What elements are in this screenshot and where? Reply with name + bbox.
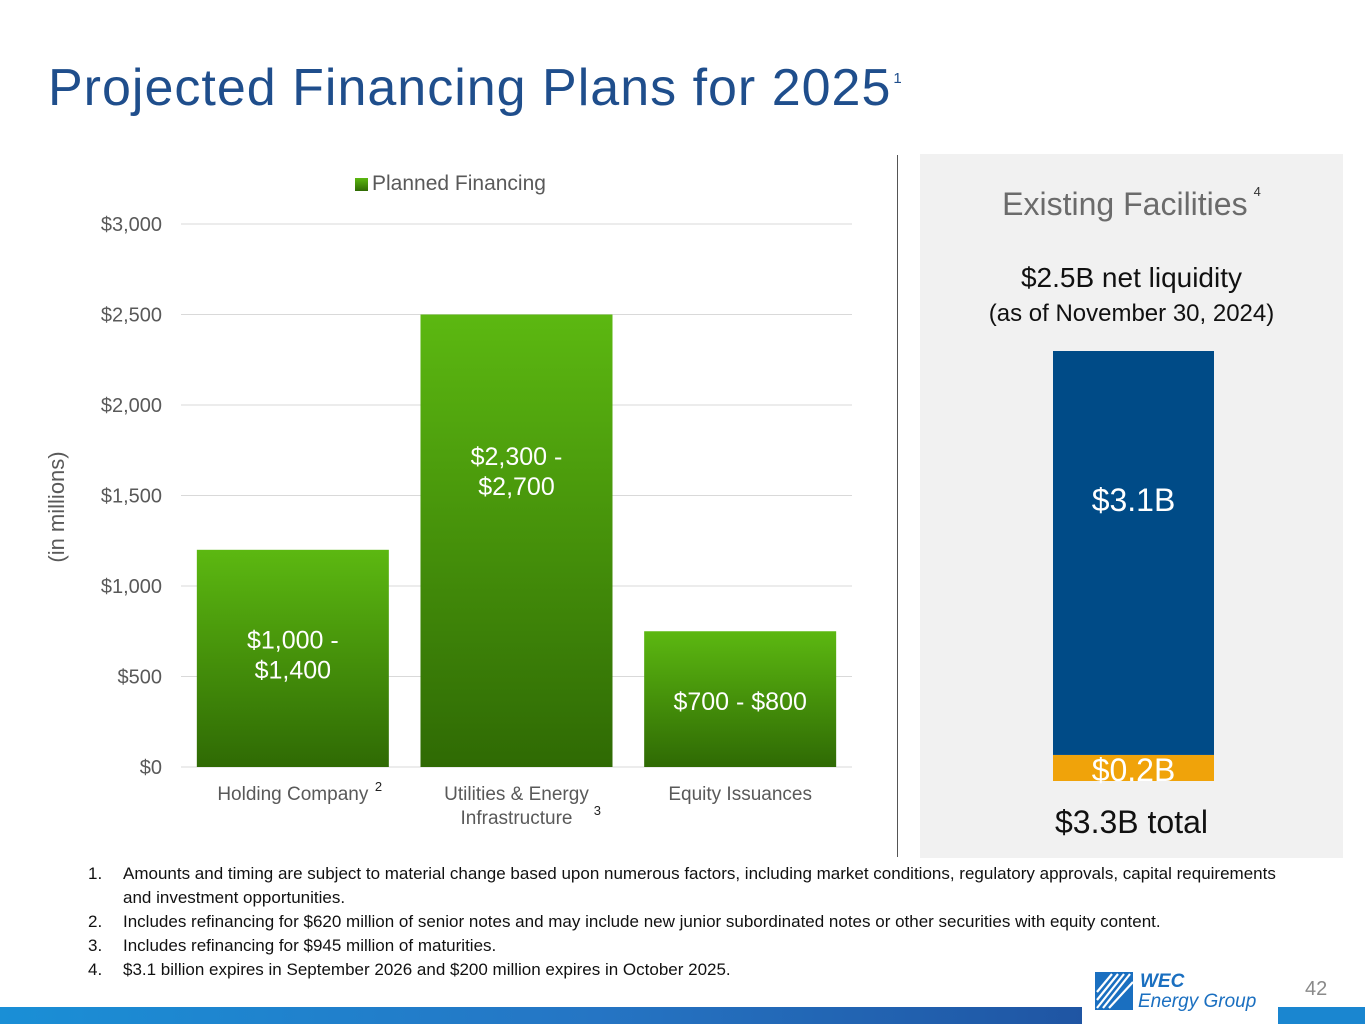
data-label: $1,400 [255, 656, 331, 684]
footnote-text: $3.1 billion expires in September 2026 a… [123, 960, 731, 979]
data-label: $1,000 - [247, 626, 339, 654]
net-liquidity-text: $2.5B net liquidity [1020, 262, 1243, 293]
existing-facilities-chart: $0.2B $3.1B [1053, 351, 1214, 784]
y-axis-label: (in millions) [44, 451, 69, 562]
data-label: $2,300 - [471, 443, 563, 471]
wec-logo-icon [1095, 972, 1134, 1010]
panel-title-text: Existing Facilities [1002, 186, 1248, 222]
bar [196, 549, 389, 767]
data-label: $2,700 [478, 473, 554, 501]
footnote-3: 3. Includes refinancing for $945 million … [88, 934, 1278, 958]
x-tick-footnote-ref: 3 [594, 803, 601, 818]
footer-bar [0, 1007, 1082, 1024]
logo-line-2: Energy Group [1138, 991, 1257, 1012]
stacked-segment [1053, 351, 1214, 755]
y-tick-label: $1,000 [101, 576, 162, 598]
footnote-text: Includes refinancing for $945 million of… [123, 936, 497, 955]
vertical-divider [897, 155, 898, 857]
stacked-segment [1053, 754, 1214, 781]
y-tick-label: $2,500 [101, 305, 162, 327]
x-tick-label: Infrastructure [461, 808, 573, 829]
page-number: 42 [1305, 978, 1328, 1000]
page-title: Projected Financing Plans for 2025 1 [48, 58, 903, 118]
footnote-2: 2. Includes refinancing for $620 million … [88, 910, 1278, 934]
footnote-text: Amounts and timing are subject to materi… [123, 864, 1276, 907]
x-tick-label: Utilities & Energy [444, 784, 589, 805]
panel-title: Existing Facilities 4 [920, 184, 1343, 223]
footer-bar-right [1278, 1007, 1365, 1024]
y-tick-label: $500 [118, 667, 163, 689]
existing-facilities-panel: Existing Facilities 4 $2.5B net liquidity… [920, 154, 1343, 858]
y-tick-label: $0 [140, 757, 162, 779]
data-label: $700 - $800 [673, 688, 806, 716]
segment-label: $0.2B [1092, 752, 1176, 784]
x-tick-label: Equity Issuances [668, 784, 812, 805]
logo-line-1: WEC [1140, 971, 1185, 992]
segment-label: $3.1B [1092, 482, 1176, 518]
y-tick-label: $2,000 [101, 395, 162, 417]
footnotes: 1. Amounts and timing are subject to mate… [88, 862, 1278, 982]
footnote-number: 1. [88, 864, 103, 883]
footnote-text: Includes refinancing for $620 million of… [123, 912, 1161, 931]
bar [644, 631, 837, 767]
facilities-total: $3.3B total [1055, 804, 1208, 840]
footnote-number: 2. [88, 912, 103, 931]
planned-financing-chart: $0 $500 $1,000 $1,500 $2,000 $2,500 $3,000 (in … [44, 172, 852, 829]
liquidity-date-text: (as of November 30, 2024) [988, 300, 1275, 327]
legend-label: Planned Financing [372, 172, 546, 195]
y-tick-label: $3,000 [101, 214, 162, 236]
x-tick-label: Holding Company [217, 784, 369, 805]
bar [420, 314, 613, 767]
footnote-number: 4. [88, 960, 103, 979]
wec-energy-group-logo: WEC Energy Group [1094, 970, 1264, 1014]
legend-swatch [355, 178, 368, 191]
panel-footnote-ref: 4 [1253, 184, 1261, 199]
footnote-4: 4. $3.1 billion expires in September 2026… [88, 958, 1278, 982]
footnote-1: 1. Amounts and timing are subject to mate… [88, 862, 1278, 910]
title-footnote-ref: 1 [893, 70, 903, 87]
x-tick-footnote-ref: 2 [375, 779, 382, 794]
y-tick-label: $1,500 [101, 486, 162, 508]
page-title-text: Projected Financing Plans for 2025 [48, 59, 892, 117]
footnote-number: 3. [88, 936, 103, 955]
